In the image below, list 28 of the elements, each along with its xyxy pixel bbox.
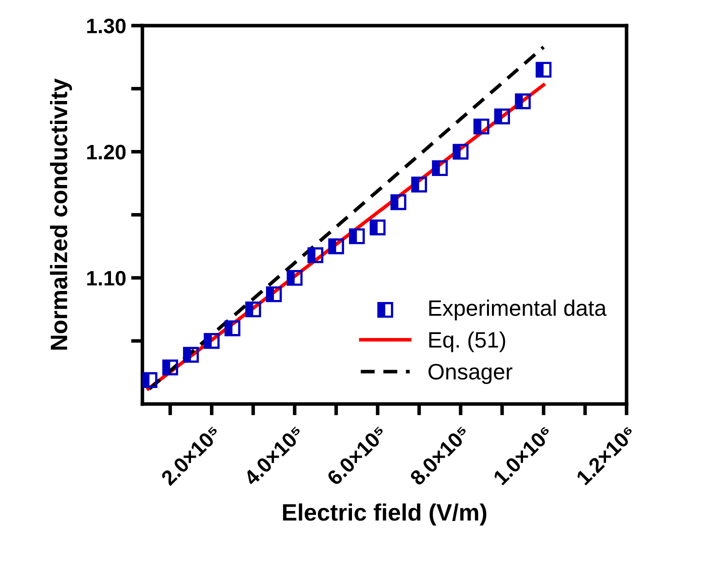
point: [370, 219, 386, 236]
legend-label: Eq. (51): [429, 331, 506, 352]
point: [432, 160, 448, 176]
point: [162, 359, 178, 376]
y-tick-label: 1.30: [87, 18, 126, 34]
point: [266, 286, 282, 302]
point: [224, 320, 240, 336]
point: [142, 372, 158, 388]
y-tick-label: 1.10: [87, 270, 126, 286]
point: [536, 62, 552, 78]
point: [390, 194, 406, 210]
point: [514, 93, 531, 110]
legend-label: Onsager: [428, 364, 512, 384]
point: [494, 108, 510, 124]
x-axis-title: Electric field (V/m): [283, 503, 486, 526]
y-axis-title: Normalized conductivity: [50, 78, 72, 350]
point: [328, 238, 344, 254]
point: [183, 346, 199, 363]
point: [307, 247, 324, 264]
point: [411, 176, 428, 192]
point: [348, 228, 365, 244]
point: [204, 333, 220, 349]
legend-label: Experimental data: [429, 300, 607, 320]
point: [452, 144, 469, 160]
point: [286, 270, 303, 286]
point: [245, 301, 262, 318]
y-tick-label: 1.20: [87, 144, 126, 160]
point: [473, 118, 490, 134]
